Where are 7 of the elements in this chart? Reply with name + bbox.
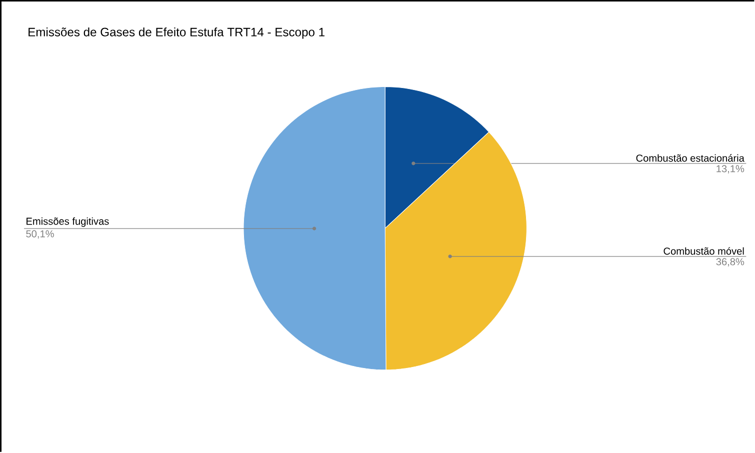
data-label: 13,1% — [716, 165, 744, 174]
data-label: 50,1% — [26, 230, 54, 239]
chart-title: Emissões de Gases de Efeito Estufa TRT14 - Escopo 1 — [28, 28, 324, 39]
slice-label: Combustão estacionária — [636, 154, 744, 162]
slice-label: Combustão móvel — [664, 247, 744, 255]
slice-label: Emissões fugitivas — [26, 218, 109, 228]
data-label: 36,8% — [716, 258, 744, 267]
